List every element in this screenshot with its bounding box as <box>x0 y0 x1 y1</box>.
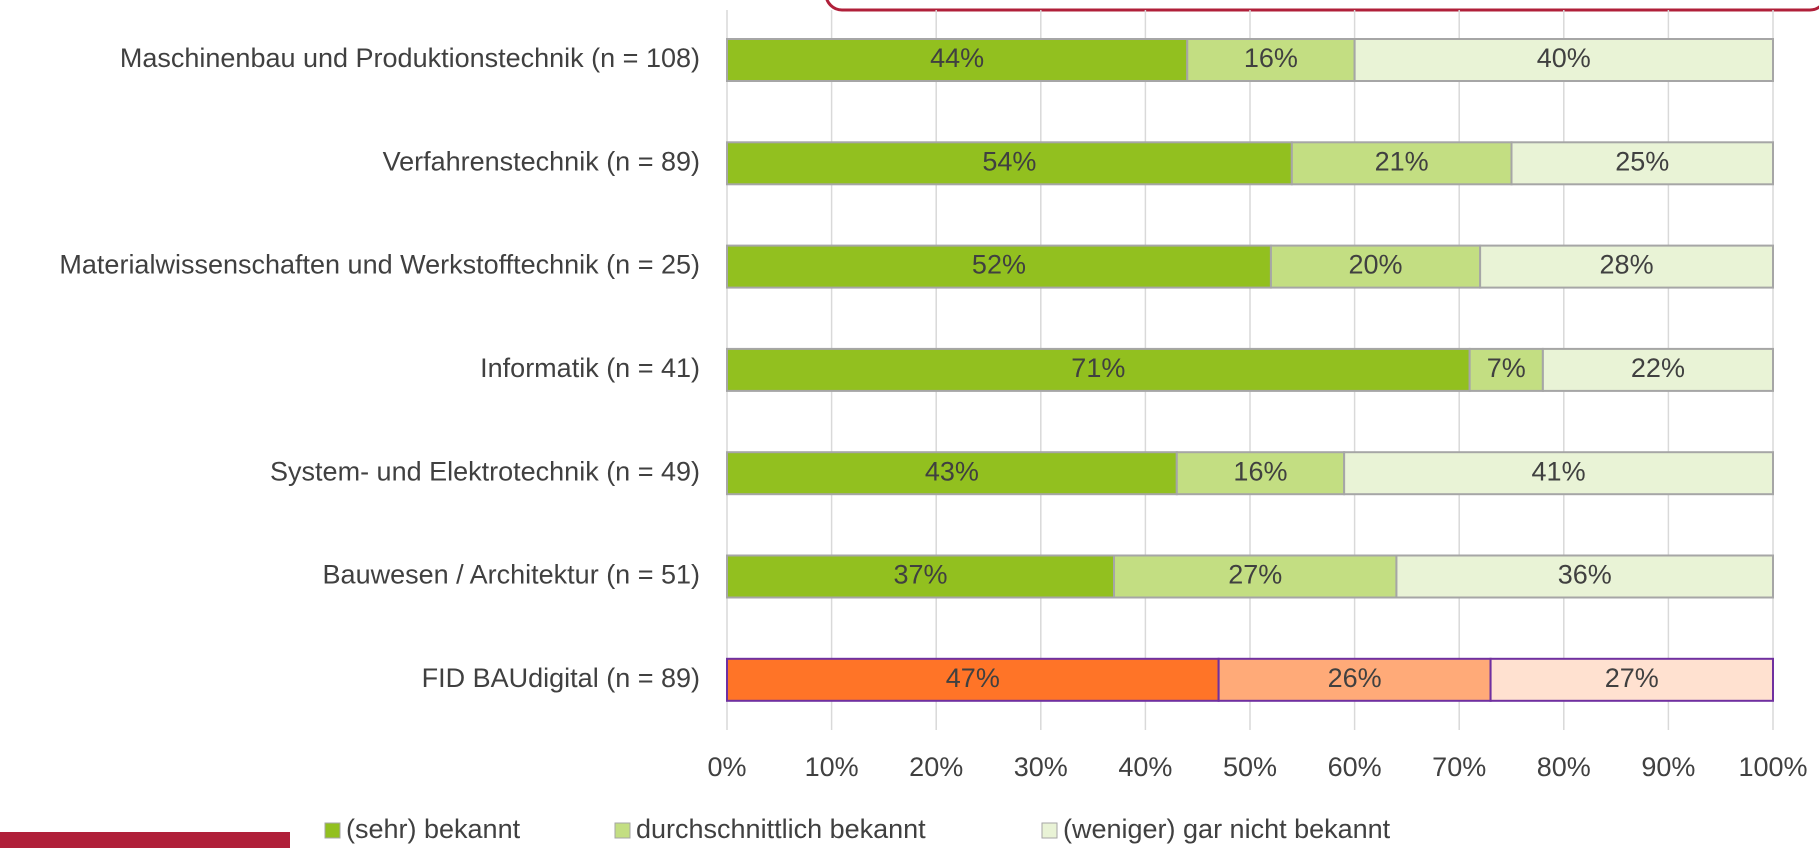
x-tick-label: 50% <box>1223 752 1277 782</box>
x-tick-label: 90% <box>1641 752 1695 782</box>
bar-segment <box>726 451 1178 496</box>
data-label: 44% <box>930 43 984 73</box>
y-tick-label: System- und Elektrotechnik (n = 49) <box>270 456 700 486</box>
data-label: 28% <box>1600 250 1654 280</box>
legend-swatch <box>1041 822 1058 839</box>
legend-swatch <box>324 822 341 839</box>
bar-segment <box>1343 451 1774 496</box>
x-tick-label: 10% <box>805 752 859 782</box>
data-label: 27% <box>1605 663 1659 693</box>
x-tick-label: 70% <box>1432 752 1486 782</box>
data-label: 16% <box>1244 43 1298 73</box>
legend-swatch <box>614 822 631 839</box>
y-tick-label: Bauwesen / Architektur (n = 51) <box>323 560 700 590</box>
x-tick-label: 80% <box>1537 752 1591 782</box>
data-label: 54% <box>982 146 1036 176</box>
bar-segment <box>1186 38 1356 82</box>
data-label: 71% <box>1071 353 1125 383</box>
data-label: 21% <box>1375 146 1429 176</box>
data-label: 37% <box>893 560 947 590</box>
x-tick-label: 100% <box>1738 752 1807 782</box>
data-label: 41% <box>1532 456 1586 486</box>
bar-segment <box>1510 141 1774 186</box>
data-label: 16% <box>1233 456 1287 486</box>
y-tick-label: FID BAUdigital (n = 89) <box>422 663 700 693</box>
data-label: 52% <box>972 250 1026 280</box>
bar-segment <box>1395 554 1774 599</box>
bar-segment <box>1290 141 1513 186</box>
bar-segment <box>1113 554 1398 599</box>
data-label: 47% <box>946 663 1000 693</box>
data-label: 27% <box>1228 560 1282 590</box>
data-label: 25% <box>1615 146 1669 176</box>
data-label: 22% <box>1631 353 1685 383</box>
y-tick-label: Verfahrenstechnik (n = 89) <box>383 146 700 176</box>
callout-frame <box>825 0 1819 12</box>
x-tick-label: 0% <box>707 752 746 782</box>
bar-segment <box>726 554 1116 599</box>
legend-label: (sehr) bekannt <box>346 814 521 844</box>
bar-segment <box>1541 347 1774 392</box>
bar-segment <box>1479 244 1774 289</box>
legend-label: (weniger) gar nicht bekannt <box>1063 814 1391 844</box>
data-label: 43% <box>925 456 979 486</box>
bar-segment <box>1489 657 1774 702</box>
data-label: 7% <box>1487 353 1526 383</box>
logo <box>0 832 290 848</box>
y-tick-label: Maschinenbau und Produktionstechnik (n =… <box>120 43 700 73</box>
x-tick-label: 40% <box>1118 752 1172 782</box>
bar-segment <box>726 141 1293 186</box>
x-tick-label: 20% <box>909 752 963 782</box>
bar-segment <box>1175 451 1346 496</box>
legend-label: durchschnittlich bekannt <box>636 814 926 844</box>
y-tick-label: Materialwissenschaften und Werkstofftech… <box>59 250 700 280</box>
y-tick-label: Informatik (n = 41) <box>480 353 700 383</box>
bar-segment <box>1468 347 1544 392</box>
bar-segment <box>726 657 1220 702</box>
data-label: 36% <box>1558 560 1612 590</box>
data-label: 40% <box>1537 43 1591 73</box>
bar-segment <box>726 38 1189 82</box>
data-label: 26% <box>1328 663 1382 693</box>
data-label: 20% <box>1348 250 1402 280</box>
bar-segment <box>1353 38 1774 82</box>
x-tick-label: 30% <box>1014 752 1068 782</box>
bar-segment <box>726 244 1272 289</box>
bar-segment <box>1217 657 1492 702</box>
x-tick-label: 60% <box>1328 752 1382 782</box>
